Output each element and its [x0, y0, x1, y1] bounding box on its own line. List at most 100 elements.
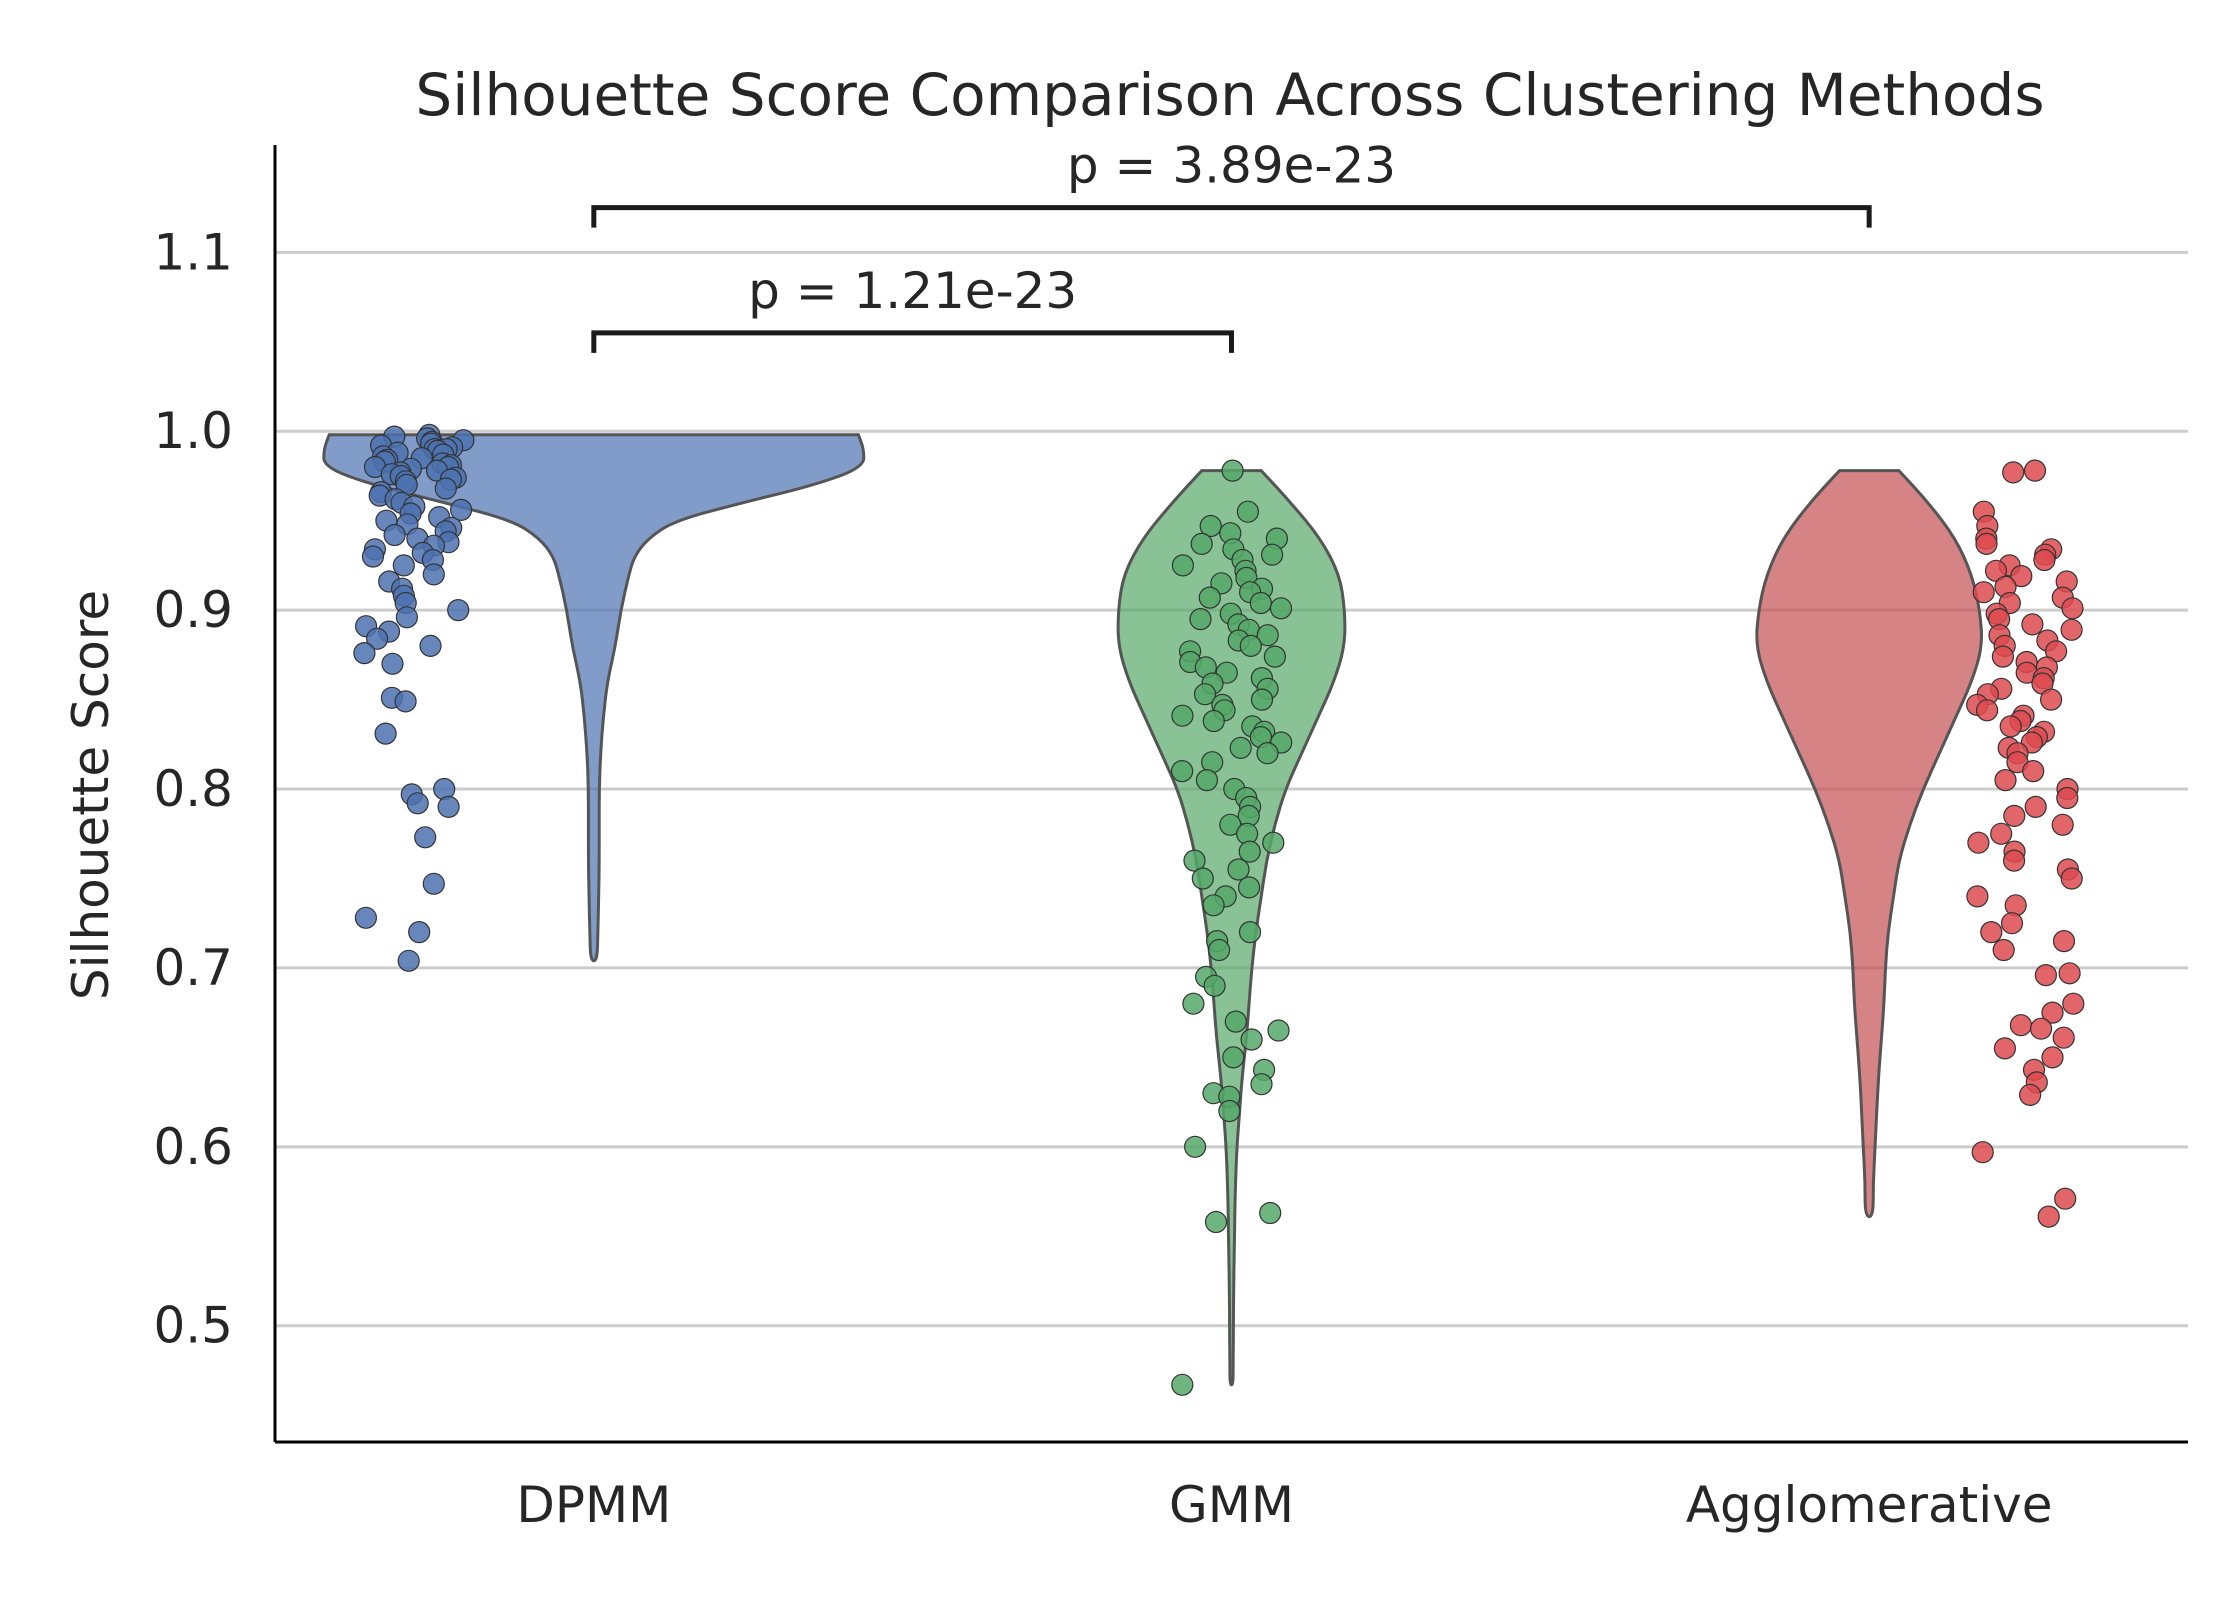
data-point: [414, 826, 437, 849]
data-point: [1972, 581, 1995, 604]
data-point: [394, 690, 417, 713]
data-point: [422, 563, 445, 586]
data-point: [361, 545, 385, 568]
data-point: [1204, 1210, 1228, 1234]
data-point: [2004, 894, 2027, 917]
significance-annotations: p = 1.21e-23 p = 3.89e-23: [591, 137, 1872, 353]
data-point: [1263, 645, 1287, 668]
data-point: [374, 722, 397, 745]
data-point: [2056, 786, 2079, 810]
y-tick-label: 0.7: [153, 939, 233, 997]
x-tick-label: DPMM: [516, 1476, 671, 1534]
data-point: [406, 792, 429, 815]
data-point: [437, 795, 460, 819]
data-point: [1190, 532, 1213, 556]
data-point: [2060, 618, 2083, 641]
data-point: [354, 906, 377, 929]
significance-bracket: [591, 205, 1872, 228]
data-point: [2052, 1026, 2075, 1049]
data-point: [1198, 586, 1221, 609]
data-point: [1237, 876, 1261, 899]
data-point: [1249, 591, 1272, 615]
data-point: [1990, 822, 2013, 845]
data-point: [1221, 459, 1244, 482]
data-point: [2029, 1017, 2053, 1040]
data-point: [1971, 1141, 1994, 1164]
y-tick-label: 1.0: [153, 402, 233, 460]
data-point: [1218, 1099, 1241, 1123]
data-point: [1966, 885, 1989, 908]
x-tick-label: GMM: [1169, 1476, 1294, 1534]
data-point: [2037, 1205, 2060, 1228]
data-point: [2022, 759, 2045, 783]
data-point: [1967, 831, 1990, 854]
violins: [322, 433, 1983, 1387]
data-point: [1202, 894, 1225, 917]
data-point: [2058, 962, 2081, 985]
data-point: [2051, 813, 2074, 836]
data-point: [1239, 634, 1262, 658]
data-point: [1183, 849, 1206, 872]
data-point: [419, 634, 442, 658]
p-value-label: p = 3.89e-23: [1067, 137, 1396, 195]
data-point: [1262, 831, 1285, 854]
y-tick-label: 1.1: [153, 223, 233, 281]
data-point: [383, 523, 406, 547]
data-point: [1238, 840, 1261, 863]
data-point: [1240, 1028, 1263, 1051]
data-point: [397, 949, 420, 972]
data-point: [1222, 1046, 1245, 1069]
data-point: [422, 872, 445, 895]
data-point: [2041, 1046, 2064, 1069]
data-point: [2033, 548, 2056, 572]
data-point: [2034, 963, 2058, 987]
data-point: [1994, 768, 2017, 792]
data-point: [1259, 1201, 1282, 1225]
data-point: [434, 477, 457, 500]
data-point: [1975, 532, 1998, 556]
axes: 0.5 0.6 0.7 0.8 0.9 1.0 1.1 DPMM GMM Agglomerativ…: [153, 145, 2188, 1534]
data-point: [2003, 804, 2026, 828]
data-point: [2054, 1187, 2077, 1210]
data-points: [353, 423, 2085, 1396]
data-point: [1189, 607, 1212, 631]
data-point: [1250, 1073, 1273, 1096]
x-tick-label: Agglomerative: [1686, 1476, 2053, 1534]
data-point: [1227, 858, 1250, 881]
data-point: [1980, 920, 2003, 944]
y-tick-label: 0.6: [153, 1118, 233, 1176]
data-point: [1236, 500, 1260, 523]
data-point: [1250, 688, 1274, 711]
significance-bracket: [591, 330, 1234, 353]
data-point: [2023, 459, 2047, 482]
data-point: [1191, 867, 1214, 890]
data-point: [2040, 688, 2063, 711]
data-point: [1260, 543, 1284, 566]
violin-gmm: [1116, 469, 1347, 1387]
data-point: [2010, 564, 2033, 588]
p-value-label: p = 1.21e-23: [748, 262, 1077, 320]
data-point: [392, 554, 415, 577]
data-point: [1171, 704, 1194, 727]
data-point: [2002, 849, 2026, 872]
data-point: [2002, 461, 2025, 484]
data-point: [1207, 938, 1231, 962]
data-point: [1256, 624, 1279, 647]
data-point: [2000, 912, 2024, 935]
data-point: [353, 641, 376, 665]
data-point: [450, 498, 473, 521]
y-tick-label: 0.9: [153, 581, 233, 639]
data-point: [2061, 597, 2084, 620]
data-point: [1199, 514, 1222, 538]
data-point: [1229, 736, 1252, 760]
y-tick-label: 0.5: [153, 1297, 233, 1355]
data-point: [1992, 938, 2015, 962]
data-point: [1975, 699, 1999, 722]
data-point: [1203, 974, 1226, 997]
y-tick-label: 0.8: [153, 760, 233, 818]
data-point: [1269, 597, 1293, 620]
violin-agglomerative: [1755, 469, 1983, 1219]
data-point: [2021, 613, 2044, 636]
chart-title: Silhouette Score Comparison Across Clust…: [415, 61, 2044, 129]
